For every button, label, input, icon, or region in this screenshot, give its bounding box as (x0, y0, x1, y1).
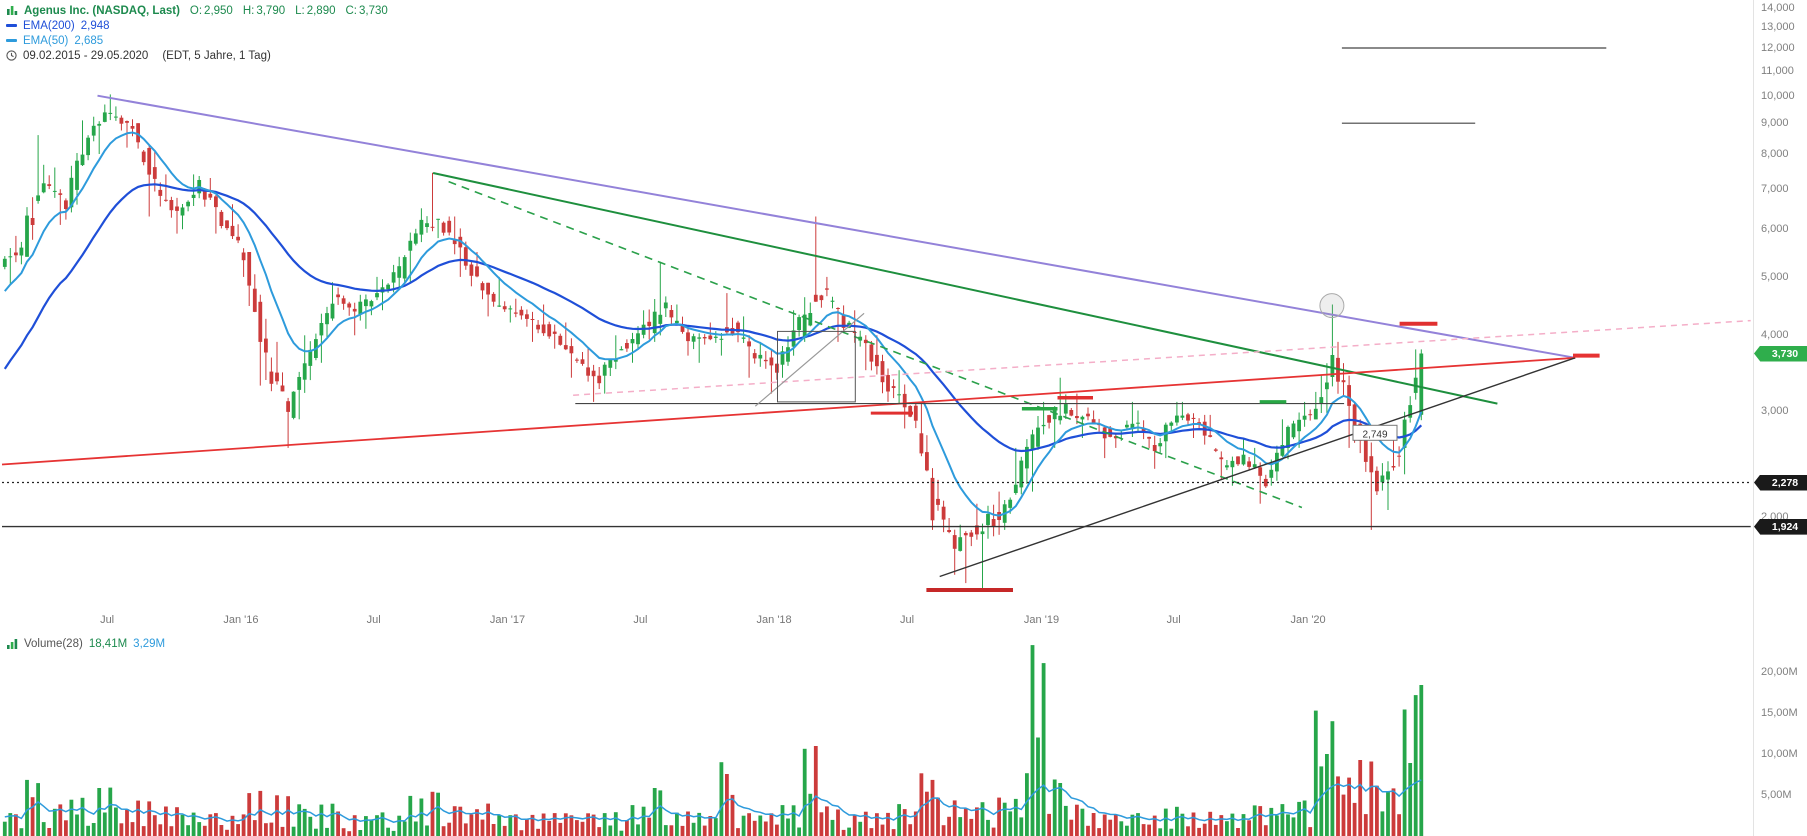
volume-series[interactable] (2, 645, 1424, 836)
ema50-value: 2,685 (74, 34, 104, 47)
volume-legend[interactable]: Volume(28) 18,41M 3,29M (6, 638, 165, 650)
instrument-title: Agenus Inc. (NASDAQ, Last) (24, 4, 180, 17)
support-level-badge: 1,924 (1754, 518, 1807, 535)
trendline-green-2016-downtrend[interactable] (432, 172, 1498, 405)
time-axis-label: Jul (1166, 614, 1181, 626)
trendline-black-2018-recovery[interactable] (939, 357, 1576, 578)
ema50-swatch-icon (6, 39, 17, 42)
price-axis-label: 11,000 (1761, 64, 1794, 77)
period-legend[interactable]: 09.02.2015 - 29.05.2020 (EDT, 5 Jahre, 1… (6, 48, 388, 63)
price-axis-label: 5,000 (1761, 270, 1789, 283)
price-axis-label: 8,000 (1761, 148, 1789, 160)
price-axis-label: 13,000 (1761, 21, 1795, 34)
ohlc-open: O: 2,950 (189, 4, 233, 17)
trendline-gray-jan2018[interactable] (754, 312, 865, 407)
volume-last-value: 18,41M (88, 638, 128, 650)
volume-bars-icon (7, 639, 18, 649)
ema50-label: EMA(50) (23, 34, 69, 47)
candlestick-series[interactable] (2, 94, 1424, 589)
price-axis-label: 10,000 (1761, 89, 1795, 102)
ema200-swatch-icon (6, 24, 17, 27)
price-axis-label: 3,000 (1761, 404, 1789, 417)
volume-average-value: 3,29M (133, 638, 166, 650)
time-axis-label: Jan '19 (1023, 614, 1060, 626)
price-axis-label: 12,000 (1761, 42, 1795, 54)
time-axis-label: Jul (899, 614, 915, 626)
time-axis-label: Jul (100, 614, 115, 626)
box-jan2018-consolidation[interactable] (777, 330, 856, 403)
period-range: 09.02.2015 - 29.05.2020 (23, 49, 149, 62)
clock-icon (6, 50, 17, 61)
volume-axis-label: 15,00M (1761, 707, 1798, 719)
instrument-legend[interactable]: Agenus Inc. (NASDAQ, Last) O: 2,950 H: 3,7… (6, 3, 388, 18)
ohlc-close: C: 3,730 (345, 4, 388, 17)
ema200-legend[interactable]: EMA(200) 2,948 (6, 18, 388, 33)
price-axis-label: 7,000 (1761, 183, 1789, 195)
label-2749[interactable] (1352, 424, 1398, 441)
last-price-badge: 3,730 (1754, 345, 1807, 362)
candlestick-chart-icon (7, 5, 18, 15)
time-axis-label: Jul (633, 614, 648, 626)
price-axis-label: 9,000 (1761, 117, 1789, 130)
price-axis-label: 6,000 (1761, 223, 1789, 236)
alert-level-badge: 2,278 (1754, 474, 1807, 491)
trendline-purple-major-downtrend[interactable] (97, 94, 1576, 359)
volume-indicator-label: Volume(28) (24, 638, 83, 650)
time-axis-label: Jan '20 (1290, 614, 1326, 626)
ema50-line[interactable] (4, 131, 1423, 517)
time-axis[interactable]: Jul Jan '16 Jul Jan '17 Jul Jan '18 Jul Jan '19… (0, 610, 1752, 636)
ema200-label: EMA(200) (23, 19, 75, 32)
volume-ma-line[interactable] (4, 779, 1422, 823)
ohlc-high: H: 3,790 (242, 4, 286, 17)
ema200-line[interactable] (3, 183, 1423, 453)
volume-axis-label: 10,00M (1761, 748, 1798, 760)
time-axis-label: Jul (366, 614, 381, 626)
trendline-green-dashed[interactable] (448, 180, 1303, 509)
trendline-red-longterm[interactable] (1, 356, 1576, 466)
ema50-legend[interactable]: EMA(50) 2,685 (6, 33, 388, 48)
period-detail: (EDT, 5 Jahre, 1 Tag) (162, 49, 271, 62)
time-axis-label: Jan '18 (756, 614, 792, 626)
volume-axis-label: 5,00M (1761, 789, 1792, 801)
circle-jan2020-peak[interactable] (1319, 293, 1345, 319)
time-axis-label: Jan '16 (223, 614, 259, 626)
time-axis-label: Jan '17 (489, 614, 526, 626)
volume-axis-label: 20,00M (1761, 666, 1798, 678)
trendline-pink-dashed-support[interactable] (573, 319, 1751, 396)
ohlc-low: L: 2,890 (295, 4, 336, 17)
label-2749-text: 2,749 (1362, 429, 1387, 440)
price-axis[interactable]: 14,000 13,000 12,000 11,000 10,000 9,000 8,000… (1753, 0, 1807, 836)
price-axis-label: 14,000 (1761, 1, 1795, 14)
chart-legend: Agenus Inc. (NASDAQ, Last) O: 2,950 H: 3,7… (6, 3, 388, 63)
price-axis-label: 4,000 (1761, 329, 1789, 342)
ema200-value: 2,948 (80, 19, 110, 32)
